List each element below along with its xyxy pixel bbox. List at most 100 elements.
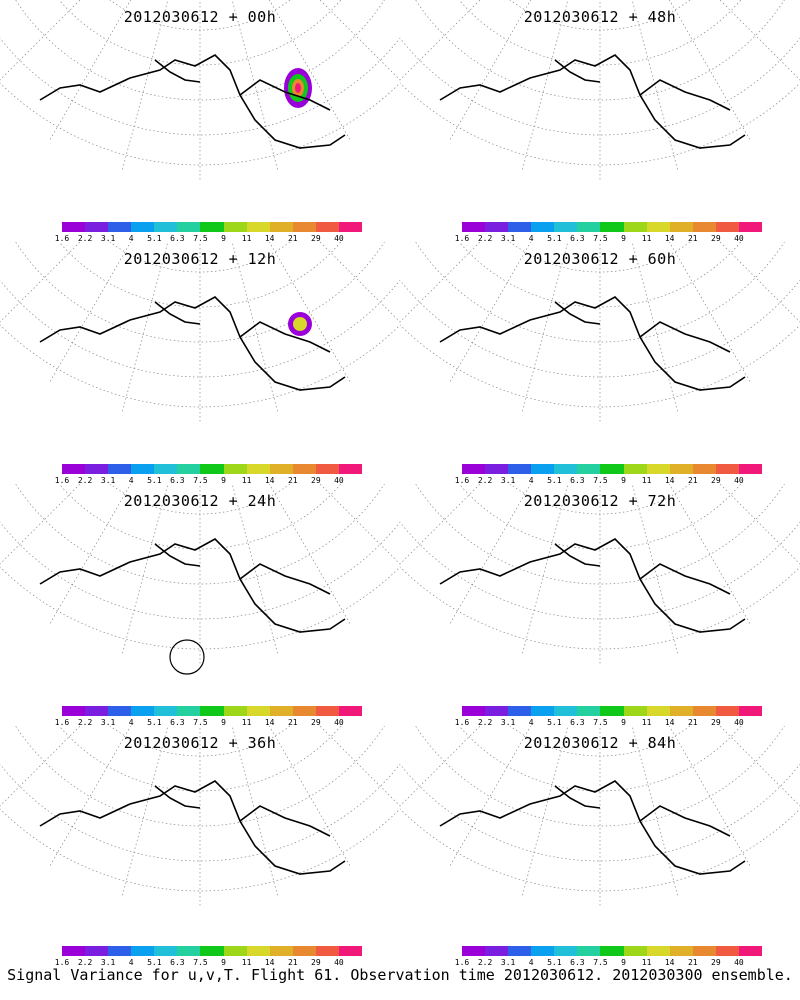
map-panel: 2012030612 + 00h: [0, 0, 400, 242]
colorbar-tick-label: 29: [311, 718, 321, 727]
variance-region: [143, 594, 237, 634]
colorbar-tick-label: 40: [734, 718, 744, 727]
colorbar-swatch: [338, 706, 363, 716]
colorbar-swatch: [223, 706, 247, 716]
colorbar-swatch: [200, 946, 224, 956]
colorbar-tick-label: 5.1: [547, 958, 562, 967]
colorbar-tick-label: 4: [128, 958, 134, 967]
colorbar-swatch: [200, 464, 224, 474]
colorbar: [62, 706, 363, 716]
colorbar-swatch: [85, 222, 109, 232]
panel-title: 2012030612 + 84h: [523, 734, 677, 752]
map-panel: 2012030612 + 72h: [400, 484, 800, 726]
colorbar-tick-label: 40: [334, 476, 344, 485]
colorbar-tick-label: 21: [287, 718, 298, 727]
colorbar-swatch: [692, 464, 716, 474]
graticule: [400, 484, 800, 664]
colorbar-tick-label: 40: [334, 234, 344, 243]
colorbar-swatch: [246, 946, 270, 956]
colorbar-tick-label: 3.1: [500, 718, 516, 727]
colorbar-tick-label: 5.1: [547, 718, 562, 727]
colorbar-swatch: [715, 706, 739, 716]
colorbar-tick-label: 21: [287, 476, 298, 485]
colorbar-swatch: [485, 706, 509, 716]
coastline: [439, 538, 746, 633]
colorbar-tick-label: 6.3: [170, 234, 185, 243]
colorbar-tick-label: 29: [311, 958, 321, 967]
colorbar-tick-label: 4: [528, 476, 534, 485]
colorbar-tick-label: 14: [664, 958, 675, 967]
colorbar-swatch: [646, 946, 670, 956]
variance-region: [455, 323, 706, 442]
colorbar-swatch: [292, 946, 316, 956]
colorbar-tick-label: 6.3: [170, 718, 185, 727]
colorbar-tick-label: 7.5: [593, 958, 608, 967]
colorbar-swatch: [131, 946, 155, 956]
polar-map: [0, 0, 400, 180]
variance-core: [555, 599, 615, 630]
colorbar-swatch: [508, 222, 532, 232]
colorbar-swatch: [554, 946, 578, 956]
colorbar-tick-label: 6.3: [570, 476, 585, 485]
colorbar-swatch: [154, 946, 178, 956]
colorbar-swatch: [508, 464, 532, 474]
colorbar-swatch: [223, 946, 247, 956]
colorbar-tick-label: 9: [221, 958, 226, 967]
colorbar-swatch: [738, 706, 763, 716]
colorbar-swatch: [338, 946, 363, 956]
colorbar-tick-label: 9: [621, 958, 626, 967]
variance-region: [462, 84, 699, 197]
colorbar-swatch: [269, 222, 293, 232]
colorbar-tick-label: 11: [641, 958, 652, 967]
colorbar-tick-label: 11: [241, 958, 252, 967]
colorbar-tick-label: 2.2: [77, 718, 93, 727]
graticule: [0, 726, 400, 906]
colorbar-tick-label: 1.6: [454, 476, 470, 485]
colorbar-swatch: [531, 464, 555, 474]
colorbar-tick-label: 21: [687, 718, 698, 727]
polar-map: [0, 484, 400, 675]
variance-region: [69, 813, 292, 920]
colorbar-tick-label: 40: [334, 958, 344, 967]
colorbar-swatch: [269, 946, 293, 956]
colorbar-tick-label: 40: [334, 718, 344, 727]
map-panel: 2012030612 + 60h: [400, 242, 800, 484]
colorbar-tick-label: 14: [264, 718, 275, 727]
polar-map: [400, 726, 800, 933]
panel-title: 2012030612 + 48h: [523, 8, 677, 26]
colorbar-swatch: [62, 464, 86, 474]
colorbar-tick-label: 29: [711, 718, 721, 727]
colorbar-swatch: [154, 706, 178, 716]
colorbar-swatch: [108, 222, 132, 232]
colorbar-tick-label: 14: [664, 476, 675, 485]
colorbar: [462, 706, 763, 716]
variance-region: [497, 101, 663, 169]
colorbar-tick-label: 2.2: [477, 476, 493, 485]
colorbar-swatch: [462, 464, 486, 474]
colorbar-swatch: [646, 706, 670, 716]
polar-map: [400, 242, 800, 442]
colorbar-tick-label: 29: [711, 234, 721, 243]
map-panel: 2012030612 + 84h: [400, 726, 800, 968]
colorbar-tick-label: 29: [711, 476, 721, 485]
colorbar-labels: 1.6 2.2 3.1 4 5.1 6.3 7.5 9 11 14 21 29 40: [455, 476, 762, 488]
colorbar-tick-label: 3.1: [100, 476, 116, 485]
map-panel: 2012030612 + 12h: [0, 242, 400, 484]
variance-region: [437, 799, 723, 933]
colorbar-tick-label: 11: [241, 718, 252, 727]
colorbar-swatch: [738, 946, 763, 956]
variance-region: [485, 581, 675, 658]
variance-region: [480, 821, 680, 901]
coastline: [39, 296, 346, 391]
colorbar-swatch: [623, 946, 647, 956]
colorbar-tick-label: 1.6: [54, 234, 70, 243]
colorbar: [462, 222, 763, 232]
variance-region: [107, 589, 253, 650]
colorbar-tick-label: 4: [528, 958, 534, 967]
colorbar-tick-label: 6.3: [570, 958, 585, 967]
panel-title: 2012030612 + 60h: [523, 250, 677, 268]
colorbar-tick-label: 1.6: [454, 234, 470, 243]
colorbar: [62, 946, 363, 956]
colorbar-tick-label: 21: [287, 958, 298, 967]
colorbar-tick-label: 3.1: [100, 958, 116, 967]
